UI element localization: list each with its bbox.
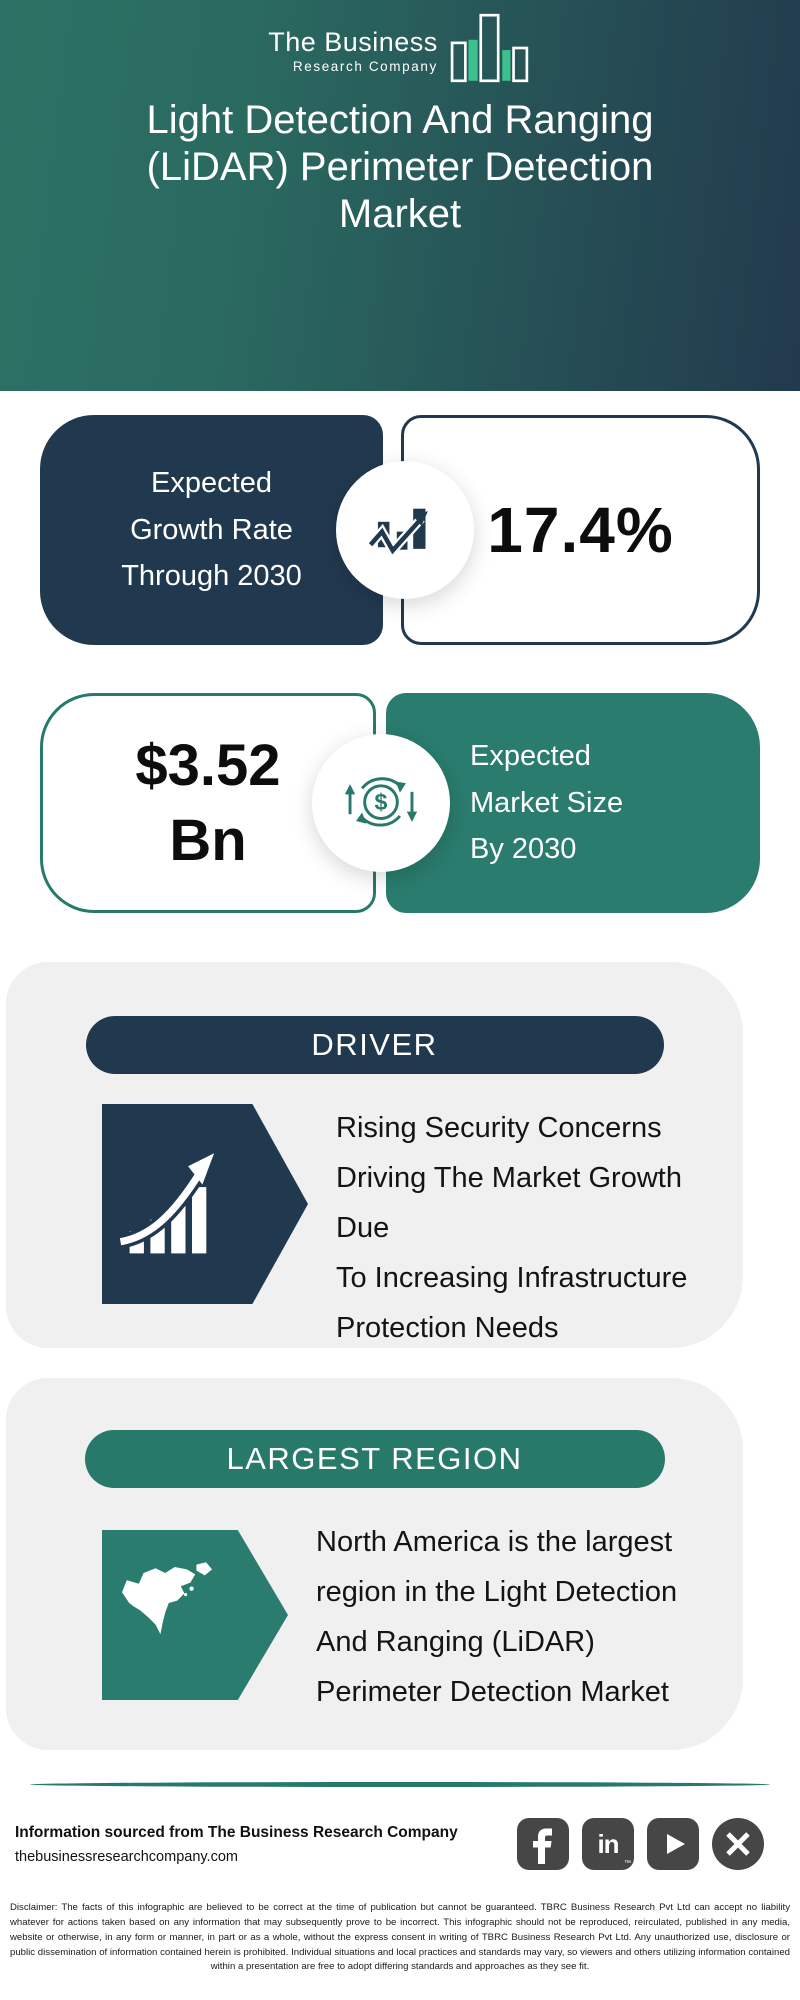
market-size-unit: Bn (169, 808, 247, 873)
logo-name-line1: The Business (268, 27, 438, 57)
logo-name-line2: Research Company (292, 59, 438, 74)
region-heading-pill: LARGEST REGION (84, 1430, 665, 1488)
company-logo: The Business Research Company (0, 0, 800, 83)
facebook-icon[interactable] (517, 1818, 569, 1870)
youtube-icon[interactable] (647, 1818, 699, 1870)
driver-content-row: Rising Security Concerns Driving The Mar… (6, 1104, 743, 1353)
source-text: Information sourced from The Business Re… (15, 1823, 458, 1841)
money-exchange-icon: $ (312, 734, 450, 872)
logo-barchart-icon (450, 13, 529, 83)
svg-text:$: $ (375, 789, 388, 815)
hero-header: The Business Research Company Light Dete… (0, 0, 800, 391)
logo-wordmark: The Business Research Company (268, 27, 438, 74)
footer: Information sourced from The Business Re… (15, 1818, 764, 1870)
north-america-map-icon (102, 1530, 288, 1700)
linkedin-icon[interactable]: in ™ (582, 1818, 634, 1870)
driver-section: DRIVER Rising Security Concerns Driving … (6, 962, 743, 1348)
market-size-label: Expected Market Size By 2030 (470, 740, 624, 866)
region-text: North America is the largest region in t… (316, 1526, 678, 1708)
page-title: Light Detection And Ranging (LiDAR) Peri… (146, 98, 654, 237)
region-content-row: North America is the largest region in t… (6, 1518, 743, 1718)
website-url[interactable]: thebusinessresearchcompany.com (15, 1848, 238, 1865)
market-size-value: $3.52 Bn (135, 728, 280, 879)
market-size-card: $3.52 Bn Expected Market Size By 2030 (40, 693, 760, 913)
rising-bars-arrow-icon (102, 1104, 308, 1304)
source-info: Information sourced from The Business Re… (15, 1824, 458, 1865)
growth-rate-label-panel: Expected Growth Rate Through 2030 (40, 415, 383, 645)
largest-region-section: LARGEST REGION North America is the larg… (6, 1378, 743, 1750)
x-twitter-icon[interactable] (712, 1818, 764, 1870)
teal-divider (30, 1782, 770, 1787)
growth-trend-icon (336, 461, 474, 599)
driver-text: Rising Security Concerns Driving The Mar… (336, 1112, 688, 1344)
growth-rate-value: 17.4% (487, 494, 674, 566)
growth-rate-label: Expected Growth Rate Through 2030 (121, 467, 302, 593)
growth-rate-card: Expected Growth Rate Through 2030 17.4% (40, 415, 760, 645)
driver-heading-pill: DRIVER (85, 1016, 664, 1074)
market-size-amount: $3.52 (135, 732, 281, 798)
disclaimer-text: Disclaimer: The facts of this infographi… (10, 1902, 790, 1973)
social-links: in ™ (517, 1818, 764, 1870)
